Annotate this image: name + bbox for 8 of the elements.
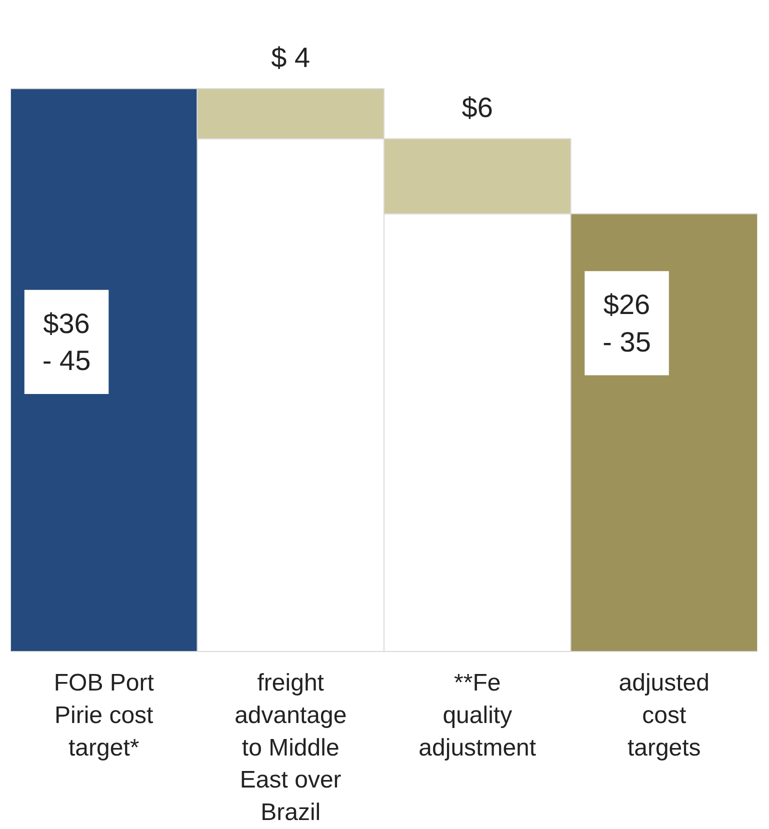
x-tick-label: FOB Port Pirie cost target*	[54, 670, 154, 762]
data-label: $6	[462, 92, 493, 123]
annotation: $26 - 35	[602, 289, 651, 358]
data-label: $ 4	[271, 42, 310, 73]
x-tick-label: freight advantage to Middle East over Brazil	[234, 670, 347, 826]
annotation: $36 - 45	[42, 308, 91, 376]
x-tick-label: **Fe quality adjustment	[418, 670, 536, 762]
x-tick-label: adjusted cost targets	[618, 670, 710, 762]
